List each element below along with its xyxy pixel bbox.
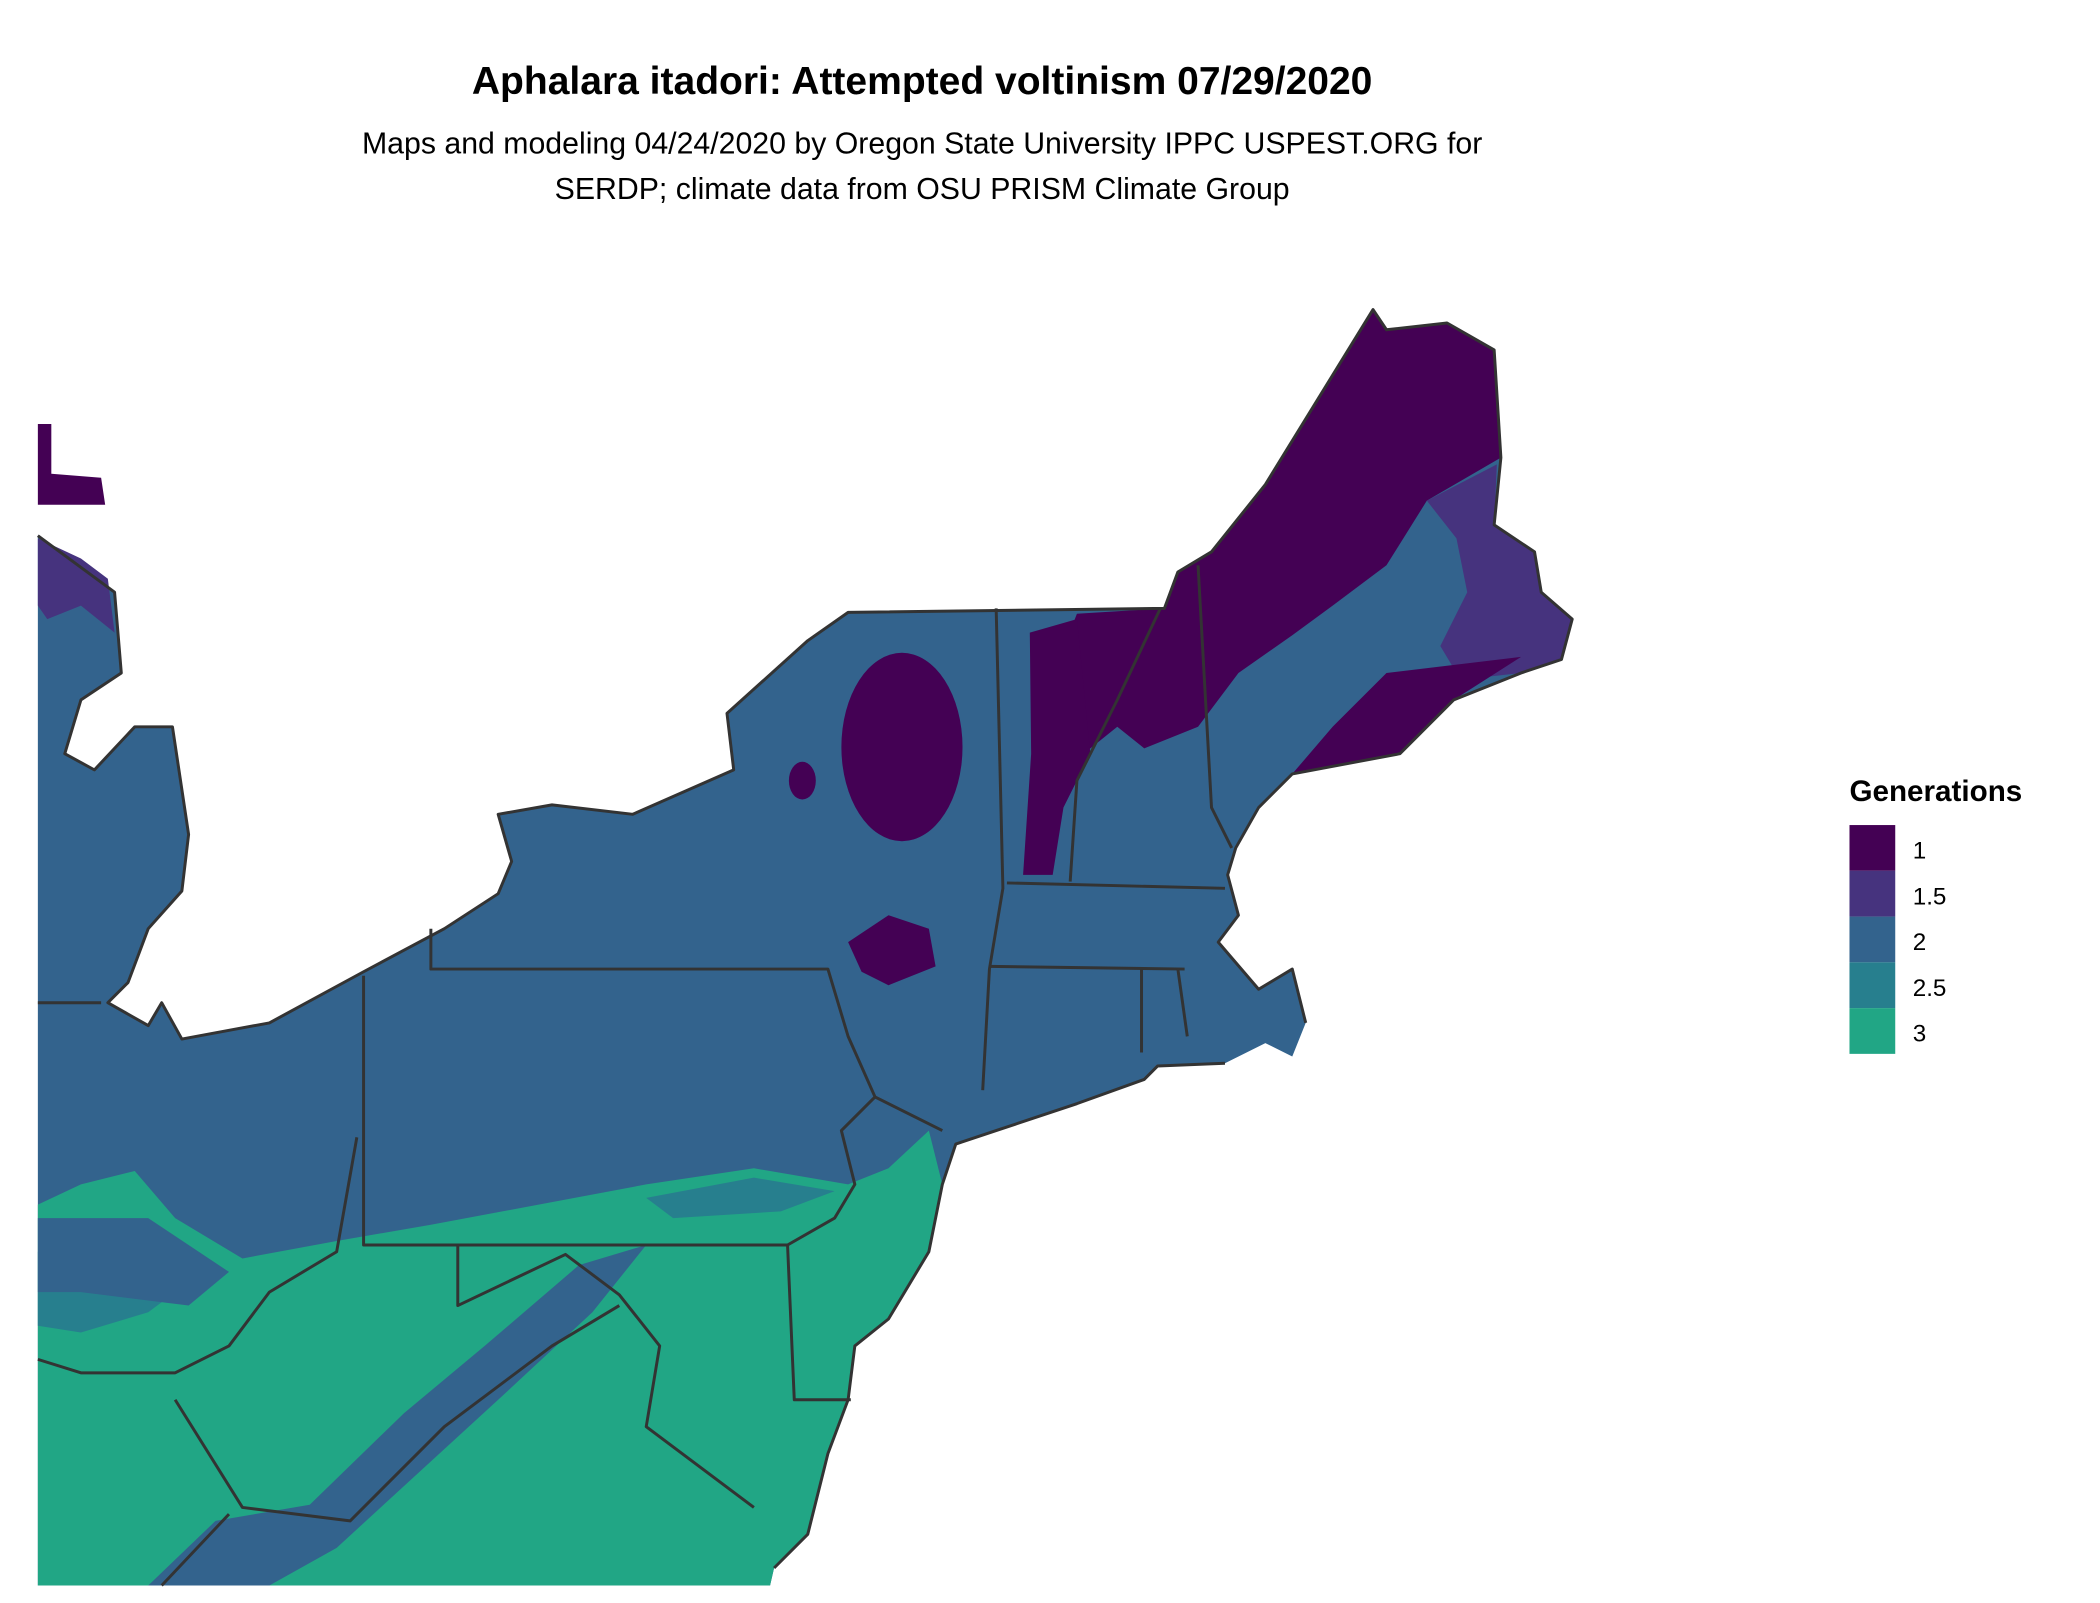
region-1-small-patch (788, 761, 816, 800)
region-1-adirondacks (841, 652, 963, 842)
region-1.5-eastern-maine (1426, 464, 1573, 680)
state-borders (36, 308, 1574, 1587)
legend-label: 2.5 (1913, 975, 1947, 1002)
legend-label: 1 (1913, 838, 1926, 865)
legend-label: 2 (1913, 929, 1926, 956)
map-subtitle-line1: Maps and modeling 04/24/2020 by Oregon S… (362, 127, 1482, 160)
michigan-upper-piece (37, 423, 106, 505)
region-1.5-michigan (37, 538, 115, 633)
map-subtitle-line2: SERDP; climate data from OSU PRISM Clima… (555, 173, 1290, 206)
region-2-ridges (37, 1218, 647, 1586)
region-1-maine-coast (1292, 656, 1522, 774)
legend-swatch-1 (1849, 825, 1896, 871)
legend-label: 1.5 (1913, 883, 1947, 910)
region-1-catskills (848, 915, 936, 986)
legend: Generations 1 1.5 2 2.5 3 (1849, 775, 2022, 1054)
legend-swatch-2.5 (1849, 962, 1896, 1009)
legend-swatch-3 (1849, 1008, 1896, 1054)
map-title: Aphalara itadori: Attempted voltinism 07… (472, 60, 1373, 103)
region-1-northern-maine (1063, 309, 1501, 754)
region-2.5-patches (37, 1177, 835, 1333)
legend-label: 3 (1913, 1021, 1926, 1048)
legend-swatch-1.5 (1849, 870, 1896, 917)
region-1-green-mountains (1023, 619, 1091, 875)
legend-swatch-2 (1849, 916, 1896, 963)
legend-title: Generations (1849, 775, 2022, 808)
map-panel (36, 308, 1574, 1587)
